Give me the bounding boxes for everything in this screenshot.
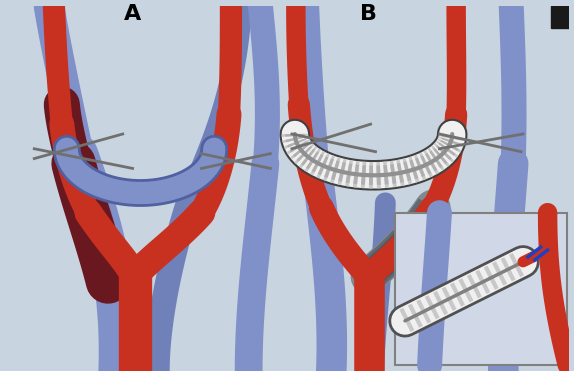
Text: A: A: [124, 4, 141, 24]
Bar: [550, 6, 569, 28]
Bar: [395, 213, 567, 365]
Text: B: B: [360, 4, 377, 24]
